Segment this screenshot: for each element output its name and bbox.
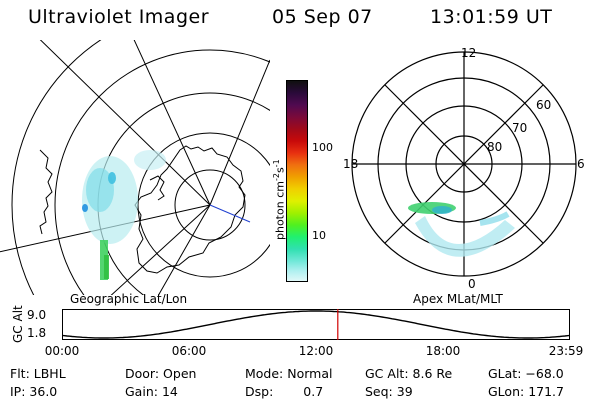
aurora-oval [408, 202, 515, 257]
info-seq: Seq: 39 [365, 384, 413, 399]
app-title: Ultraviolet Imager [28, 6, 210, 28]
polar-label: Apex MLat/MLT [413, 292, 503, 306]
colorbar-tick-10: 10 [312, 229, 326, 242]
lat-circle [174, 169, 246, 241]
mlt-label-0: 0 [468, 277, 476, 291]
alt-xtick: 23:59 [548, 344, 584, 358]
alt-ylabel: GC Alt [11, 305, 25, 343]
alt-ytick-max: 9.0 [27, 308, 47, 322]
info-gain: Gain: 14 [125, 384, 178, 399]
meridian-line [157, 204, 211, 295]
info-door: Door: Open [125, 366, 197, 381]
mlat-label-80: 80 [487, 140, 503, 154]
alt-xtick: 06:00 [171, 344, 207, 358]
altitude-curve [62, 310, 570, 339]
header-time: 13:01:59 UT [430, 6, 553, 28]
lat-circle [54, 49, 270, 295]
meridian-line [110, 204, 211, 295]
coastline [39, 149, 53, 235]
polar-map [351, 51, 577, 277]
subsolar-line [209, 204, 251, 223]
info-mode: Mode: Normal [245, 366, 333, 381]
info-gc-alt: GC Alt: 8.6 Re [365, 366, 453, 381]
meridian-line [39, 40, 211, 206]
coastline [149, 175, 165, 201]
alt-xtick: 00:00 [44, 344, 80, 358]
mlat-label-70: 70 [512, 121, 528, 135]
alt-ytick-min: 1.8 [27, 326, 47, 340]
header-date: 05 Sep 07 [272, 6, 373, 28]
info-glon: GLon: 171.7 [488, 384, 564, 399]
info-dsp: Dsp: 0.7 [245, 384, 324, 399]
lat-circle [137, 132, 270, 278]
info-glat: GLat: −68.0 [488, 366, 564, 381]
geographic-label: Geographic Lat/Lon [70, 292, 188, 306]
mlat-label-60: 60 [536, 98, 552, 112]
aurora-emission [82, 150, 166, 280]
colorbar-unit-label: photon cm-2s-1 [272, 159, 287, 240]
meridian-line [209, 59, 270, 206]
lat-circle [11, 40, 102, 295]
mlt-label-18: 18 [343, 157, 359, 171]
altitude-plot [62, 309, 570, 340]
geographic-map [0, 40, 270, 295]
meridian-line [133, 40, 211, 206]
alt-xtick: 12:00 [298, 344, 334, 358]
info-flt: Flt: LBHL [10, 366, 66, 381]
colorbar [286, 80, 308, 282]
mlt-label-12: 12 [461, 46, 477, 60]
alt-xtick: 18:00 [425, 344, 461, 358]
colorbar-tick-100: 100 [312, 141, 333, 154]
info-ip: IP: 36.0 [10, 384, 58, 399]
mlt-label-6: 6 [577, 157, 585, 171]
